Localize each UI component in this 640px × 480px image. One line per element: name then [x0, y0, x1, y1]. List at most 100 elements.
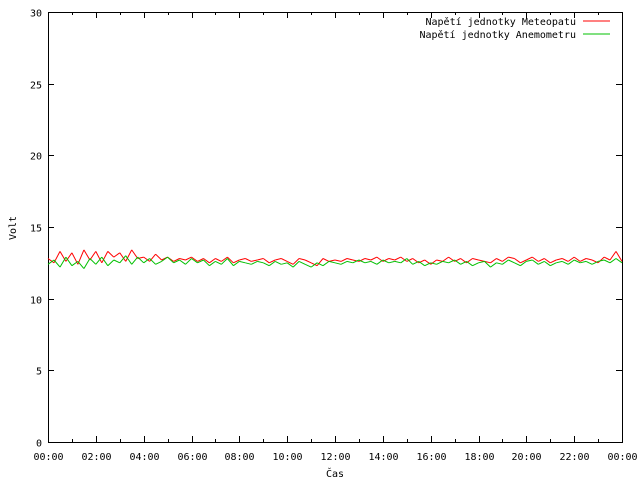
series-segment [322, 258, 330, 262]
series-segment [233, 260, 240, 267]
series-segment [609, 258, 617, 264]
series-segment [143, 256, 150, 262]
x-tick-label: 22:00 [559, 452, 589, 463]
series-segment [436, 259, 443, 262]
series-segment [376, 259, 384, 265]
series-segment [556, 260, 563, 264]
series-segment [245, 262, 252, 265]
y-tick-label: 25 [30, 81, 42, 92]
series-segment [591, 260, 599, 265]
series-segment [400, 258, 408, 264]
series-segment [143, 258, 150, 264]
x-tick-label: 16:00 [416, 452, 446, 463]
series-segment [167, 256, 174, 264]
series-segment [316, 258, 324, 267]
y-tick-label: 10 [30, 296, 42, 307]
series-segment [191, 258, 198, 264]
series-segment [298, 258, 306, 261]
series-segment [263, 262, 270, 267]
series-segment [107, 251, 115, 258]
series-segment [430, 262, 437, 265]
series-segment [538, 258, 545, 262]
series-segment [95, 251, 103, 264]
series-segment [573, 259, 581, 264]
series-segment [388, 260, 395, 264]
series-segment [268, 260, 276, 267]
series-segment [89, 258, 97, 265]
series-segment [340, 258, 348, 262]
series-segment [173, 258, 180, 262]
series-segment [352, 259, 360, 264]
x-tick-label: 14:00 [368, 452, 398, 463]
series-segment [71, 260, 79, 267]
series-segment [251, 260, 258, 265]
series-segment [281, 262, 288, 265]
series-segment [227, 256, 234, 264]
series-segment [221, 256, 228, 262]
series-segment [310, 262, 318, 267]
series-segment [59, 256, 67, 268]
series-segment [119, 252, 127, 262]
series-segment [334, 259, 342, 262]
series-segment [209, 260, 216, 267]
series-segment [520, 260, 527, 267]
series-segment [370, 260, 378, 265]
series-segment [275, 258, 282, 261]
series-segment [394, 256, 402, 261]
series-segment [263, 258, 270, 264]
series-segment [95, 256, 103, 265]
series-segment [334, 262, 342, 265]
series-segment [310, 262, 318, 268]
series-segment [472, 258, 479, 261]
series-segment [526, 259, 533, 262]
series-segment [274, 260, 282, 265]
y-tick-label: 30 [30, 9, 42, 20]
series-segment [304, 263, 312, 268]
series-segment [544, 258, 551, 264]
series-segment [286, 262, 294, 268]
series-segment [382, 259, 390, 264]
series-segment [179, 259, 186, 265]
series-segment [203, 258, 210, 264]
series-segment [119, 255, 127, 264]
series-segment [609, 251, 617, 261]
series-segment [496, 262, 503, 265]
series-segment [298, 260, 306, 265]
series-segment [532, 256, 539, 262]
x-tick-label: 00:00 [607, 452, 637, 463]
x-axis-label: Čas [326, 467, 344, 480]
x-tick-label: 02:00 [81, 452, 111, 463]
series-segment [346, 260, 354, 264]
series-segment [149, 253, 156, 262]
plot-frame [48, 12, 623, 443]
series-segment [286, 260, 294, 265]
y-tick-label: 0 [36, 439, 42, 450]
series-segment [131, 249, 139, 259]
series-segment [358, 259, 366, 264]
data-series [47, 249, 623, 269]
series-segment [101, 256, 109, 266]
x-tick-label: 06:00 [177, 452, 207, 463]
series-segment [418, 260, 425, 267]
series-segment [185, 258, 192, 265]
series-segment [233, 259, 240, 264]
series-segment [526, 256, 533, 261]
series-segment [561, 258, 569, 262]
series-segment [579, 260, 587, 264]
series-segment [448, 259, 455, 264]
series-segment [573, 256, 581, 262]
series-segment [502, 259, 509, 265]
y-axis-label: Volt [8, 216, 19, 240]
x-tick-label: 00:00 [33, 452, 63, 463]
series-segment [430, 259, 437, 265]
series-segment [514, 258, 521, 264]
series-segment [113, 252, 121, 258]
x-tick-label: 18:00 [464, 452, 494, 463]
x-tick-label: 10:00 [272, 452, 302, 463]
series-segment [484, 260, 491, 264]
series-segment [424, 262, 431, 267]
series-segment [149, 258, 156, 265]
series-segment [597, 256, 605, 264]
